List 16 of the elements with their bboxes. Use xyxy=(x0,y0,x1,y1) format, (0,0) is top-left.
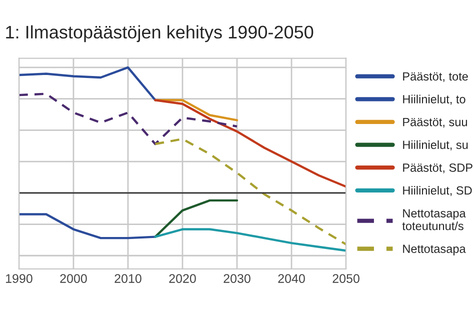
x-tick-label: 2050 xyxy=(332,274,360,283)
legend-label: Hiilinielut, su xyxy=(403,140,468,150)
x-tick-label: 2040 xyxy=(278,274,305,283)
chart-title: 1: Ilmastopäästöjen kehitys 1990-2050 xyxy=(6,25,314,42)
x-tick-label: 2020 xyxy=(169,274,196,283)
x-tick-label: 1990 xyxy=(6,274,32,283)
legend-label: Nettotasapa toteutunut/s xyxy=(402,209,466,230)
legend-label: Hiilinielut, to xyxy=(403,94,466,105)
x-tick-label: 2000 xyxy=(60,274,87,283)
x-tick-label: 2010 xyxy=(114,274,142,283)
legend-label: Päästöt, SDP xyxy=(403,163,472,174)
legend-label: Päästöt, suu xyxy=(403,118,467,128)
legend-label: Hiilinielut, SD xyxy=(403,186,472,196)
x-tick-label: 2030 xyxy=(224,274,250,283)
legend-label: Päästöt, tote xyxy=(403,72,468,82)
legend-label: Nettotasapa xyxy=(403,244,466,256)
